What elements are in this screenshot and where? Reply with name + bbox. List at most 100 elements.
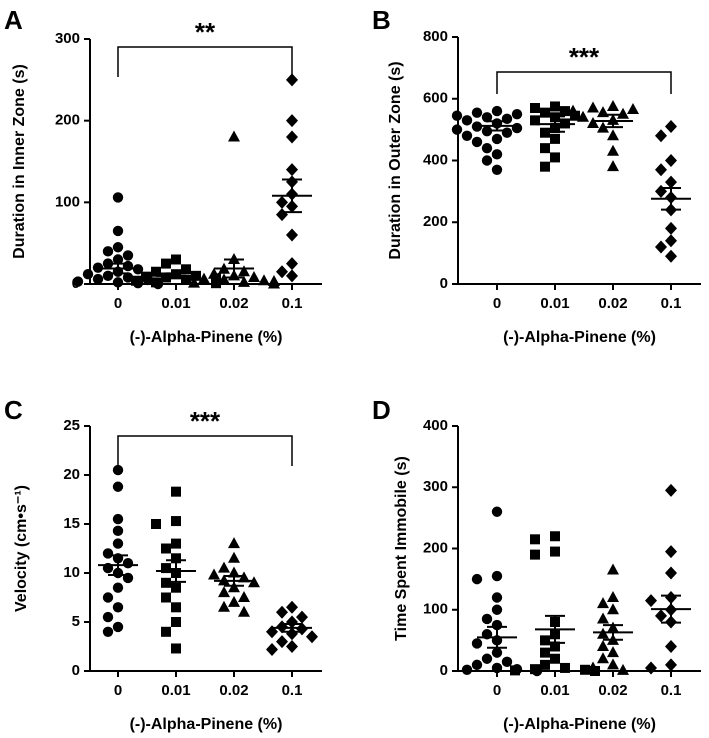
data-point	[491, 133, 503, 145]
data-point	[112, 192, 124, 203]
data-point	[607, 160, 619, 172]
data-point	[122, 558, 134, 569]
x-tick-label: 0	[114, 295, 122, 312]
x-tick-label: 0.1	[661, 295, 682, 312]
x-tick-label: 0.01	[540, 682, 569, 699]
data-point	[491, 149, 503, 160]
data-point	[550, 531, 560, 542]
data-point	[188, 276, 200, 288]
data-point	[471, 107, 483, 118]
group-0.02	[188, 130, 280, 289]
data-point	[306, 630, 318, 644]
x-axis-title: (-)-Alpha-Pinene (%)	[130, 716, 283, 733]
x-tick-label: 0.01	[161, 682, 190, 699]
data-point	[218, 561, 230, 573]
data-point	[161, 626, 171, 637]
y-tick-label: 0	[72, 662, 80, 679]
data-point	[491, 592, 503, 603]
data-point	[131, 275, 141, 286]
panel-letter: C	[4, 395, 23, 425]
x-tick-label: 0	[493, 295, 501, 312]
data-point	[228, 130, 240, 142]
panel-d: D 0 100 200 300 400 0 0.01 0.02 0.1 (-)-Alpha-Pine…	[372, 395, 701, 733]
data-point	[655, 240, 667, 254]
data-point	[550, 133, 560, 144]
data-point	[481, 112, 493, 123]
significance-label: ***	[190, 406, 221, 436]
data-point	[286, 163, 298, 177]
y-tick-label: 600	[423, 90, 448, 107]
group-0	[451, 105, 523, 175]
data-point	[151, 266, 161, 277]
data-point	[286, 114, 298, 128]
data-point	[228, 566, 240, 578]
data-point	[171, 643, 181, 654]
data-point	[218, 273, 230, 285]
data-point	[491, 662, 503, 674]
data-point	[510, 665, 520, 676]
significance-label: **	[195, 17, 216, 47]
data-point	[161, 543, 171, 554]
data-point	[550, 653, 560, 664]
y-axis-title: Velocity (cm•s⁻¹)	[13, 485, 30, 612]
data-point	[665, 221, 677, 235]
data-point	[540, 647, 550, 658]
x-tick-label: 0.02	[219, 295, 248, 312]
significance-bracket	[117, 435, 293, 466]
data-point	[511, 122, 523, 134]
data-point	[587, 661, 599, 673]
data-point	[607, 646, 619, 658]
data-point	[171, 254, 181, 265]
y-tick-label: 20	[63, 466, 80, 483]
panel-letter: A	[4, 5, 23, 35]
data-point	[171, 553, 181, 564]
x-tick-label: 0	[493, 682, 501, 699]
data-point	[141, 271, 151, 282]
data-point	[92, 273, 104, 285]
y-tick-label: 800	[423, 28, 448, 45]
x-tick-label: 0.1	[282, 682, 303, 699]
data-point	[228, 551, 240, 563]
data-point	[617, 107, 629, 119]
data-point	[607, 603, 619, 615]
data-point	[238, 275, 250, 287]
data-point	[171, 486, 181, 497]
y-tick-label: 200	[423, 213, 448, 230]
data-point	[112, 513, 124, 525]
data-point	[665, 483, 677, 497]
data-point	[471, 573, 483, 585]
group-0.1	[266, 600, 318, 656]
y-tick-label: 300	[423, 478, 448, 495]
data-point	[617, 663, 629, 675]
data-point	[276, 265, 288, 279]
significance-label: ***	[569, 42, 600, 72]
data-point	[655, 129, 667, 143]
data-point	[540, 161, 550, 172]
data-point	[122, 250, 134, 261]
data-point	[161, 592, 171, 603]
y-tick-label: 200	[55, 112, 80, 129]
data-point	[276, 605, 288, 619]
data-point	[580, 664, 590, 675]
data-point	[481, 653, 493, 664]
y-tick-label: 300	[55, 30, 80, 47]
data-point	[112, 481, 124, 492]
group-0	[461, 506, 543, 677]
data-point	[102, 626, 114, 637]
data-point	[491, 506, 503, 517]
data-point	[665, 175, 677, 189]
data-point	[577, 110, 589, 122]
y-tick-label: 0	[440, 275, 448, 292]
y-tick-label: 100	[55, 193, 80, 210]
data-point	[607, 99, 619, 111]
data-point	[208, 267, 220, 279]
data-point	[665, 120, 677, 134]
data-point	[228, 537, 240, 549]
data-point	[238, 265, 250, 277]
data-point	[238, 605, 250, 617]
data-point	[171, 582, 181, 593]
data-point	[511, 108, 523, 120]
data-point	[218, 586, 230, 598]
data-point	[112, 277, 124, 288]
